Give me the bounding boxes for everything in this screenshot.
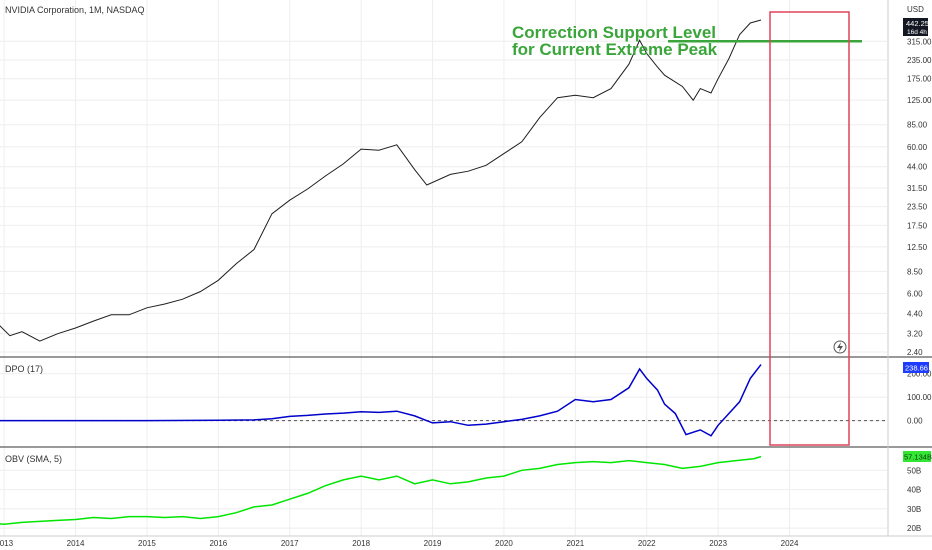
price-badge-value: 442.25 [906, 19, 929, 28]
y-tick-label: 17.50 [907, 221, 928, 230]
annotation-line-2: for Current Extreme Peak [512, 40, 718, 59]
currency-label: USD [907, 5, 924, 14]
obv-pane: 50B 40B 30B 20B [0, 455, 921, 533]
y-tick-label: 2.40 [907, 348, 923, 357]
x-tick-label: 2019 [424, 539, 442, 548]
chart-title: NVIDIA Corporation, 1M, NASDAQ [5, 5, 145, 15]
y-tick-label: 31.50 [907, 184, 928, 193]
y-tick-label: 8.50 [907, 267, 923, 276]
y-tick-label: 4.40 [907, 309, 923, 318]
price-line [0, 19, 762, 342]
price-badge: 442.25 16d 4h [903, 18, 929, 36]
dpo-label: DPO (17) [5, 364, 43, 374]
x-tick-label: 2017 [281, 539, 299, 548]
y-tick-label: 6.00 [907, 290, 923, 299]
y-tick-label: 40B [907, 486, 921, 495]
y-tick-label: 60.00 [907, 143, 928, 152]
chart-grid [0, 0, 887, 536]
x-tick-label: 2020 [495, 539, 513, 548]
x-tick-label: 2022 [638, 539, 656, 548]
y-tick-label: 315.00 [907, 37, 932, 46]
y-tick-label: 200.00 [907, 370, 932, 379]
price-badge-countdown: 16d 4h [907, 29, 927, 36]
highlight-box [769, 11, 850, 446]
y-tick-label: 50B [907, 466, 921, 475]
y-tick-label: 85.00 [907, 121, 928, 130]
annotation-line-1: Correction Support Level [512, 23, 716, 42]
obv-badge: 57.134B [903, 451, 932, 462]
obv-line [0, 455, 762, 526]
obv-badge-value: 57.134B [904, 453, 932, 462]
x-axis: 2013 2014 2015 2016 2017 2018 2019 2020 2021 2022… [0, 539, 799, 548]
y-tick-label: 175.00 [907, 75, 932, 84]
y-tick-label: 125.00 [907, 96, 932, 105]
y-tick-label: 0.00 [907, 417, 923, 426]
x-tick-label: 2021 [566, 539, 584, 548]
y-tick-label: 100.00 [907, 393, 932, 402]
x-tick-label: 2014 [67, 539, 85, 548]
dpo-line [0, 364, 762, 437]
obv-label: OBV (SMA, 5) [5, 454, 62, 464]
dpo-badge: 238.66 [903, 362, 929, 373]
y-tick-label: 20B [907, 524, 921, 533]
price-pane: 315.00 235.00 175.00 125.00 85.00 60.00 44.00 3… [0, 19, 932, 357]
x-tick-label: 2018 [352, 539, 370, 548]
lightning-icon[interactable] [833, 340, 847, 354]
x-tick-label: 2024 [781, 539, 799, 548]
y-tick-label: 3.20 [907, 330, 923, 339]
dpo-badge-value: 238.66 [905, 364, 928, 373]
y-tick-label: 30B [907, 505, 921, 514]
y-tick-label: 23.50 [907, 203, 928, 212]
x-tick-label: 2016 [209, 539, 227, 548]
dpo-pane: 200.00 100.00 0.00 [0, 364, 932, 437]
y-tick-label: 235.00 [907, 56, 932, 65]
x-tick-label: 2013 [0, 539, 14, 548]
y-tick-label: 44.00 [907, 163, 928, 172]
y-tick-label: 12.50 [907, 243, 928, 252]
x-tick-label: 2015 [138, 539, 156, 548]
x-tick-label: 2023 [709, 539, 727, 548]
